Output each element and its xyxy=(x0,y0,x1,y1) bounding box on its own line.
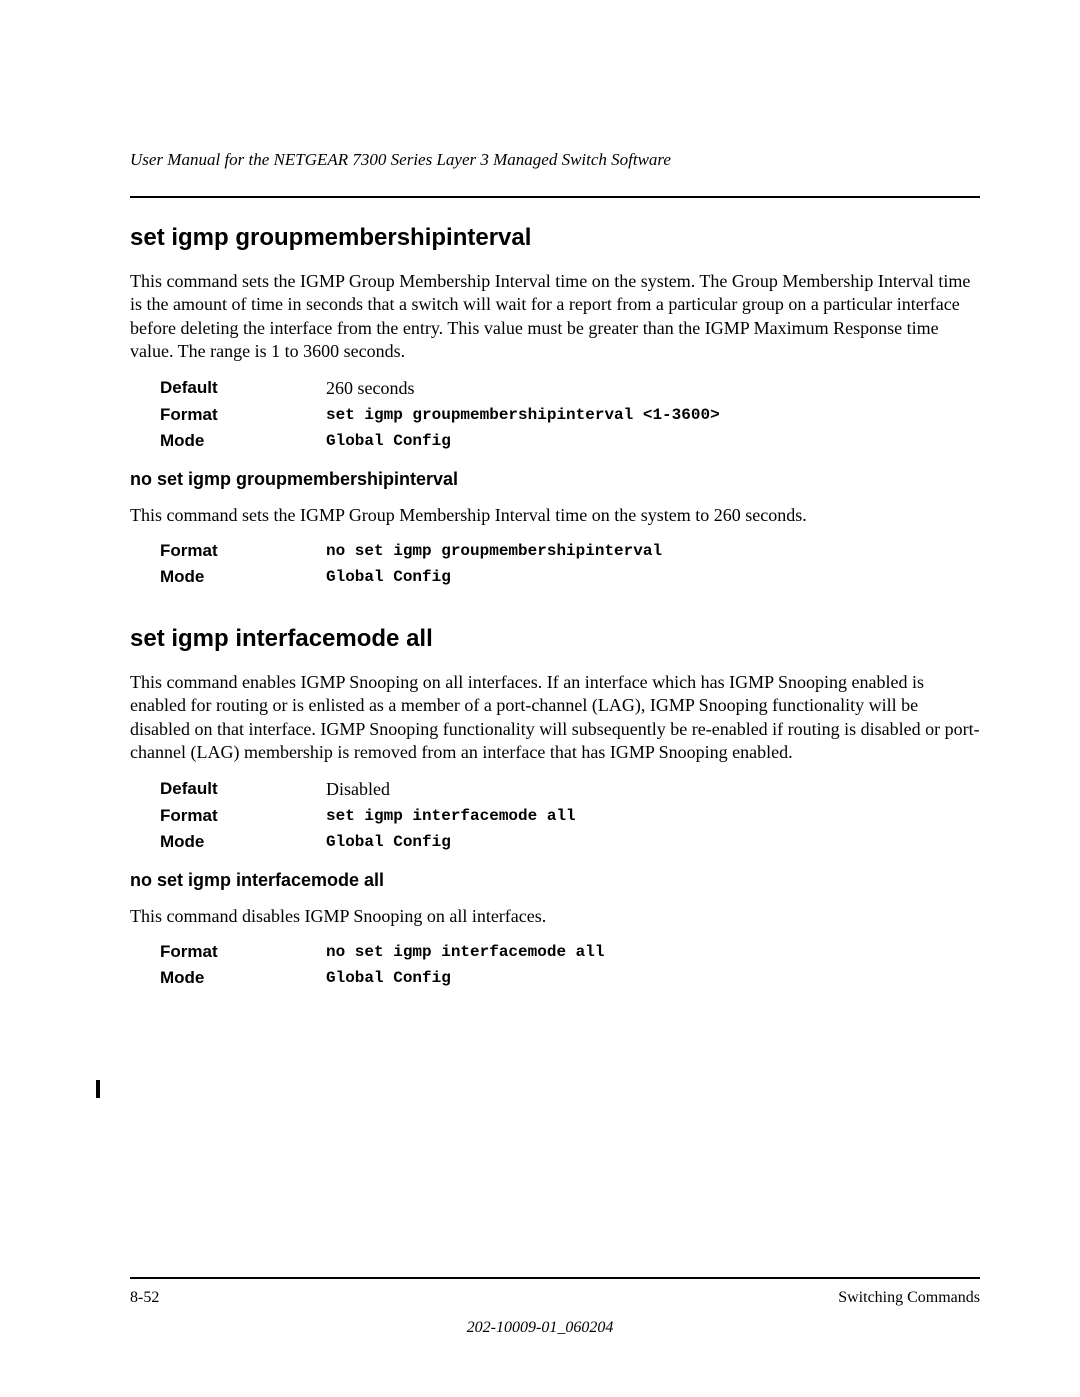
param-value: set igmp interfacemode all xyxy=(326,806,576,826)
param-value: 260 seconds xyxy=(326,378,415,399)
param-value: Disabled xyxy=(326,779,390,800)
chapter-title: Switching Commands xyxy=(838,1289,980,1307)
param-label: Mode xyxy=(160,567,326,587)
param-label: Mode xyxy=(160,968,326,988)
param-value: set igmp groupmembershipinterval <1-3600… xyxy=(326,405,720,425)
subsection-body: This command disables IGMP Snooping on a… xyxy=(130,905,980,928)
page-number: 8-52 xyxy=(130,1289,159,1307)
param-label: Default xyxy=(160,378,326,399)
param-row-mode: Mode Global Config xyxy=(160,832,980,852)
subsection-heading: no set igmp groupmembershipinterval xyxy=(130,469,980,490)
document-number: 202-10009-01_060204 xyxy=(0,1319,1080,1337)
section-heading: set igmp interfacemode all xyxy=(130,625,980,653)
param-label: Format xyxy=(160,942,326,962)
param-label: Default xyxy=(160,779,326,800)
param-table: Format no set igmp groupmembershipinterv… xyxy=(160,541,980,587)
param-row-format: Format no set igmp interfacemode all xyxy=(160,942,980,962)
param-row-default: Default Disabled xyxy=(160,779,980,800)
param-label: Format xyxy=(160,405,326,425)
section-body: This command enables IGMP Snooping on al… xyxy=(130,671,980,765)
param-label: Mode xyxy=(160,431,326,451)
param-row-format: Format no set igmp groupmembershipinterv… xyxy=(160,541,980,561)
param-label: Format xyxy=(160,541,326,561)
param-label: Format xyxy=(160,806,326,826)
section-body: This command sets the IGMP Group Members… xyxy=(130,270,980,364)
param-value: Global Config xyxy=(326,968,451,988)
param-value: Global Config xyxy=(326,832,451,852)
param-row-mode: Mode Global Config xyxy=(160,567,980,587)
param-row-mode: Mode Global Config xyxy=(160,968,980,988)
param-value: no set igmp interfacemode all xyxy=(326,942,604,962)
param-table: Format no set igmp interfacemode all Mod… xyxy=(160,942,980,988)
param-row-format: Format set igmp groupmembershipinterval … xyxy=(160,405,980,425)
change-bar xyxy=(96,1080,100,1098)
running-header: User Manual for the NETGEAR 7300 Series … xyxy=(130,150,980,170)
section-heading: set igmp groupmembershipinterval xyxy=(130,224,980,252)
param-row-default: Default 260 seconds xyxy=(160,378,980,399)
param-table: Default 260 seconds Format set igmp grou… xyxy=(160,378,980,451)
subsection-heading: no set igmp interfacemode all xyxy=(130,870,980,891)
footer-rule xyxy=(130,1277,980,1279)
param-row-format: Format set igmp interfacemode all xyxy=(160,806,980,826)
document-page: User Manual for the NETGEAR 7300 Series … xyxy=(0,0,1080,1397)
footer-row: 8-52 Switching Commands xyxy=(130,1289,980,1307)
param-value: Global Config xyxy=(326,567,451,587)
param-label: Mode xyxy=(160,832,326,852)
param-value: no set igmp groupmembershipinterval xyxy=(326,541,662,561)
header-rule xyxy=(130,196,980,198)
subsection-body: This command sets the IGMP Group Members… xyxy=(130,504,980,527)
param-value: Global Config xyxy=(326,431,451,451)
param-row-mode: Mode Global Config xyxy=(160,431,980,451)
param-table: Default Disabled Format set igmp interfa… xyxy=(160,779,980,852)
